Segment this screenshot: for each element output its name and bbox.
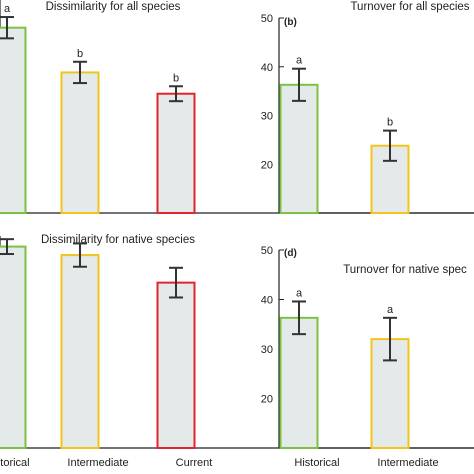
panel-b: (b) Turnover for all species 20 30 40 50 a b: [261, 1, 474, 215]
bar-historical: [0, 245, 27, 449]
significance-letter: a: [296, 287, 303, 299]
significance-letter: a: [4, 3, 11, 15]
x-tick-label: Intermediate: [67, 457, 128, 469]
y-tick-label: 20: [261, 159, 273, 171]
significance-letter: b: [77, 48, 83, 60]
bar-current: [156, 281, 196, 450]
y-tick-label: 30: [261, 111, 273, 123]
panel-a-plot: a b b: [0, 0, 474, 214]
bar-historical: [279, 83, 319, 214]
panel-a-title: Dissimilarity for all species: [46, 1, 181, 13]
bar-intermediate: [60, 71, 100, 214]
panel-b-label: (b): [284, 17, 297, 28]
panel-d: (d) Turnover for native spec 20 30 40 50 a a H…: [261, 245, 474, 469]
y-tick-label: 30: [261, 344, 273, 356]
panel-a: Dissimilarity for all species a b b: [0, 0, 474, 214]
x-tick-label: Historical: [294, 457, 339, 469]
panel-d-label: (d): [284, 248, 297, 259]
bar-intermediate: [60, 254, 100, 449]
y-tick-label: 20: [261, 394, 273, 406]
panel-d-title: Turnover for native spec: [343, 264, 467, 276]
panel-b-plot: 20 30 40 50 a b: [261, 13, 474, 215]
panel-c-title: Dissimilarity for native species: [41, 234, 195, 246]
x-tick-label: Current: [176, 457, 213, 469]
y-tick-label: 50: [261, 13, 273, 25]
x-tick-label: Intermediate: [377, 457, 438, 469]
y-tick-label: 50: [261, 245, 273, 257]
panel-b-title: Turnover for all species: [350, 1, 469, 13]
significance-letter: a: [296, 55, 303, 67]
significance-letter: b: [173, 72, 179, 84]
bar-historical: [0, 26, 27, 214]
panel-d-plot: 20304050aaHistoricalIntermediateCurrent: [261, 245, 474, 469]
y-tick-label: 40: [261, 62, 273, 74]
x-tick-label: Historical: [0, 457, 30, 469]
bar-current: [156, 92, 196, 214]
y-tick-label: 40: [261, 295, 273, 307]
significance-letter: b: [387, 117, 393, 129]
panel-c-plot: Historical Intermediate Current: [0, 236, 474, 469]
significance-letter: a: [387, 304, 394, 316]
panel-c: Dissimilarity for native species Histori…: [0, 234, 474, 469]
bar-historical: [279, 316, 319, 449]
